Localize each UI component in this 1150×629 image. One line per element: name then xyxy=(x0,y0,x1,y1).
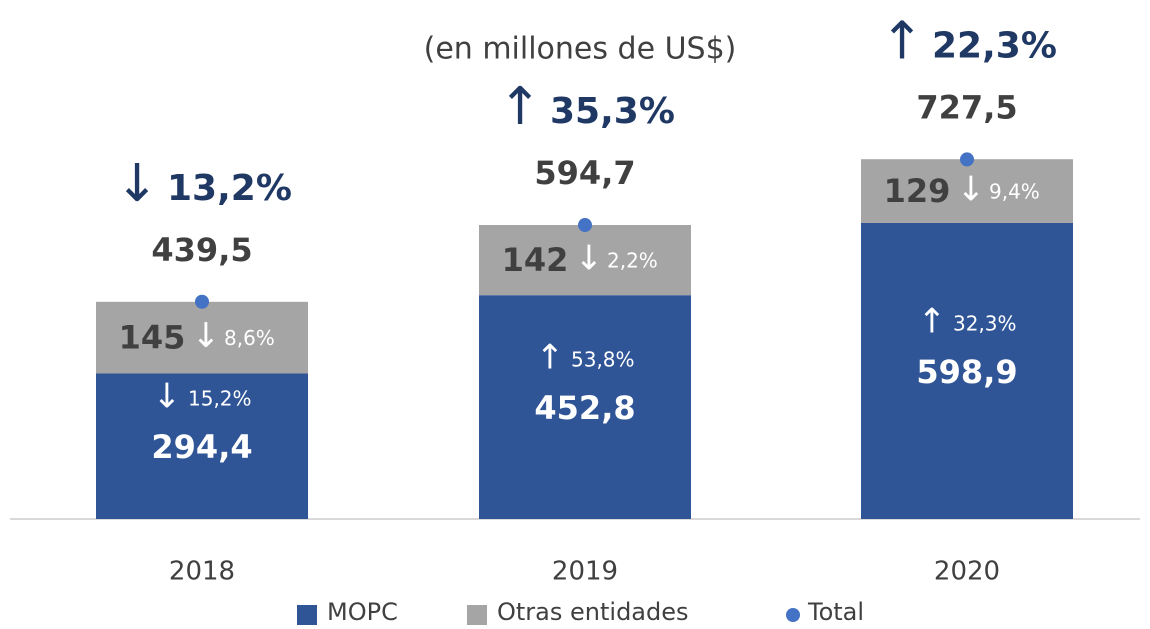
segment-value-label: 145 xyxy=(119,319,186,357)
legend-swatch xyxy=(467,605,487,625)
segment-change: 8,6% xyxy=(224,326,275,350)
total-dot xyxy=(960,152,974,167)
segment-change-arrow: ↑ xyxy=(536,338,565,378)
chart-subtitle: (en millones de US$) xyxy=(424,32,737,67)
bar-segment xyxy=(861,222,1073,519)
total-dot xyxy=(195,294,209,309)
total-change: 35,3% xyxy=(550,91,675,132)
bar-segment xyxy=(479,295,691,519)
segment-value-label: 294,4 xyxy=(151,428,252,466)
segment-value-label: 452,8 xyxy=(534,389,635,427)
segment-value-label: 142 xyxy=(502,241,569,279)
legend-swatch xyxy=(297,605,317,625)
total-label: 439,5 xyxy=(151,231,252,269)
x-tick-label: 2019 xyxy=(552,557,618,587)
legend-label: Total xyxy=(807,598,864,626)
segment-change: 15,2% xyxy=(188,387,252,411)
segment-value-label: 598,9 xyxy=(916,353,1017,391)
segment-change: 2,2% xyxy=(607,249,658,273)
segment-change-arrow: ↓ xyxy=(192,316,221,356)
segment-value-label: 129 xyxy=(884,172,951,210)
x-tick-label: 2018 xyxy=(169,557,235,587)
segment-change-arrow: ↓ xyxy=(575,239,604,279)
total-change-arrow: ↓ xyxy=(115,154,159,214)
total-change: 22,3% xyxy=(932,25,1057,66)
bar-segment xyxy=(479,224,691,296)
total-change: 13,2% xyxy=(167,168,292,209)
total-dot xyxy=(578,218,592,233)
bar-segment xyxy=(861,159,1073,223)
segment-change: 53,8% xyxy=(571,348,635,372)
bar-segment xyxy=(96,301,308,374)
segment-change-arrow: ↓ xyxy=(957,170,986,210)
total-change-arrow: ↑ xyxy=(880,11,924,71)
total-change-arrow: ↑ xyxy=(498,77,542,137)
segment-change: 32,3% xyxy=(953,311,1017,335)
total-label: 727,5 xyxy=(916,88,1017,126)
total-label: 594,7 xyxy=(534,154,635,192)
segment-change: 9,4% xyxy=(989,180,1040,204)
segment-change-arrow: ↑ xyxy=(918,301,947,341)
legend-swatch xyxy=(786,608,800,622)
x-tick-label: 2020 xyxy=(934,557,1000,587)
legend-label: MOPC xyxy=(327,598,398,626)
bar-segment xyxy=(96,373,308,519)
segment-change-arrow: ↓ xyxy=(153,377,182,417)
legend-label: Otras entidades xyxy=(497,598,689,626)
